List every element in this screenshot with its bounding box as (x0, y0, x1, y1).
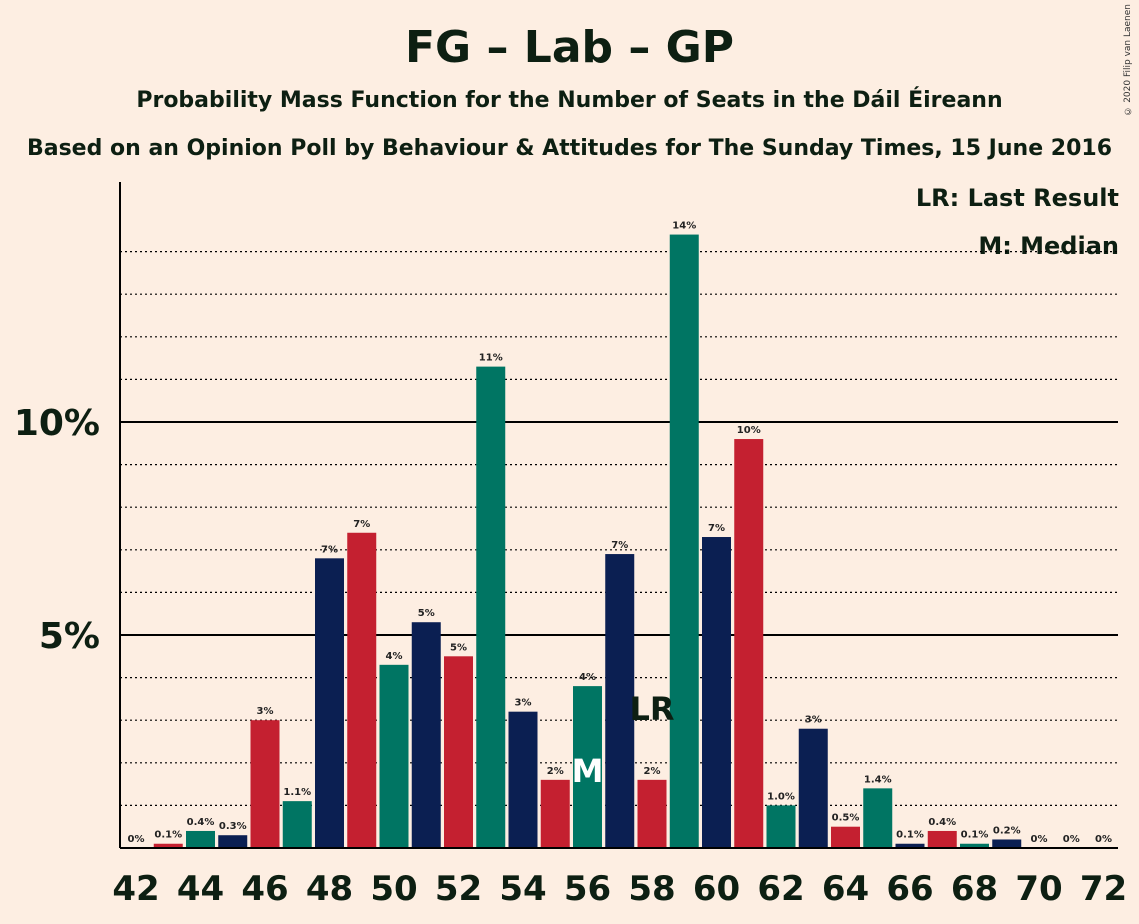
x-tick-label: 50 (370, 869, 417, 909)
x-tick-label: 62 (757, 869, 804, 909)
bar-value-label: 7% (321, 544, 338, 555)
y-tick-label: 10% (14, 403, 100, 444)
x-tick-label: 70 (1015, 869, 1062, 909)
x-tick-label: 48 (306, 869, 353, 909)
bar-value-label: 0% (1063, 834, 1080, 845)
bar-seats-69 (992, 839, 1022, 848)
x-tick-label: 46 (241, 869, 288, 909)
x-tick-label: 64 (822, 869, 869, 909)
bar-seats-50 (379, 664, 409, 848)
bar-seats-57 (605, 554, 635, 848)
bar-value-label: 1.4% (864, 774, 892, 785)
bar-value-label: 14% (672, 221, 696, 232)
bar-seats-44 (186, 830, 215, 848)
bar-value-label: 0.1% (896, 830, 924, 841)
chart-subtitle: Probability Mass Function for the Number… (136, 88, 1003, 113)
bar-value-label: 2% (644, 766, 661, 777)
bar-seats-60 (702, 537, 731, 848)
bar-seats-62 (766, 805, 796, 848)
bar-seats-68 (960, 843, 989, 848)
bar-seats-58 (637, 779, 667, 848)
bar-value-label: 0.1% (154, 830, 182, 841)
x-tick-label: 58 (628, 869, 675, 909)
bar-value-label: 2% (547, 766, 564, 777)
bar-value-label: 0.3% (219, 821, 247, 832)
legend-last-result: LR: Last Result (915, 184, 1119, 212)
x-tick-label: 60 (693, 869, 740, 909)
chart-source-line: Based on an Opinion Poll by Behaviour & … (26, 136, 1113, 161)
x-tick-label: 66 (886, 869, 933, 909)
bar-value-label: 0% (128, 834, 145, 845)
bar-value-label: 0.5% (832, 813, 860, 824)
bar-seats-56 (573, 686, 602, 848)
bar-value-label: 5% (418, 608, 435, 619)
x-tick-label: 56 (564, 869, 611, 909)
bar-seats-51 (411, 622, 441, 848)
bar-seats-46 (250, 720, 280, 848)
bar-seats-63 (798, 728, 828, 848)
bar-value-label: 1.0% (767, 791, 795, 802)
bar-value-label: 7% (708, 523, 725, 534)
bar-seats-52 (444, 656, 473, 848)
bar-value-label: 0.4% (187, 817, 215, 828)
median-marker: M (572, 752, 604, 790)
bar-value-label: 3% (805, 715, 822, 726)
bar-value-label: 0.4% (928, 817, 956, 828)
bar-value-label: 3% (515, 698, 532, 709)
bar-seats-59 (669, 234, 699, 848)
bar-seats-61 (734, 439, 764, 848)
bar-seats-49 (347, 532, 377, 848)
bar-value-label: 0% (1095, 834, 1112, 845)
bar-seats-55 (540, 779, 570, 848)
legend-median: M: Median (978, 232, 1119, 260)
last-result-marker: LR (629, 690, 674, 728)
bar-value-label: 1.1% (283, 787, 311, 798)
x-tick-label: 44 (177, 869, 224, 909)
bar-seats-47 (282, 801, 312, 848)
bar-value-label: 4% (386, 651, 403, 662)
x-tick-label: 68 (951, 869, 998, 909)
bar-seats-43 (153, 843, 183, 848)
bar-seats-48 (315, 558, 344, 848)
x-tick-label: 72 (1080, 869, 1127, 909)
bar-seats-65 (863, 788, 893, 848)
bar-seats-64 (831, 826, 860, 848)
bar-value-label: 0.1% (961, 830, 989, 841)
bar-seats-54 (508, 711, 538, 848)
y-tick-label: 5% (39, 616, 100, 657)
bar-value-label: 5% (450, 642, 467, 653)
bar-value-label: 3% (257, 706, 274, 717)
chart-title: FG – Lab – GP (404, 22, 735, 73)
bar-value-label: 0.2% (993, 825, 1021, 836)
bar-value-label: 10% (737, 425, 761, 436)
x-tick-label: 54 (499, 869, 546, 909)
bar-seats-45 (218, 835, 248, 848)
bar-value-label: 0% (1031, 834, 1048, 845)
x-tick-label: 42 (112, 869, 159, 909)
bar-seats-66 (895, 843, 925, 848)
bar-seats-67 (927, 830, 957, 848)
bar-value-label: 7% (611, 540, 628, 551)
bar-value-label: 4% (579, 672, 596, 683)
bar-seats-53 (476, 366, 506, 848)
x-tick-label: 52 (435, 869, 482, 909)
bar-value-label: 7% (353, 519, 370, 530)
bar-value-label: 11% (479, 353, 503, 364)
